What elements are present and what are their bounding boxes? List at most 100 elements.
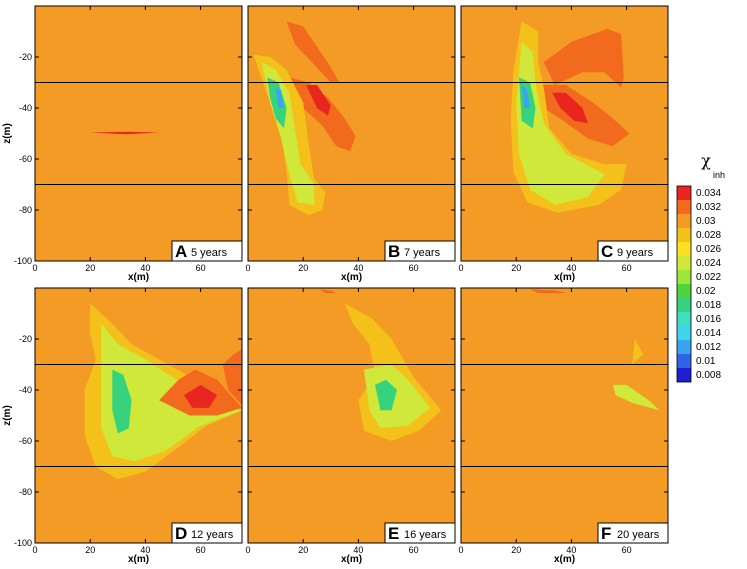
contour-region bbox=[632, 339, 644, 365]
colorbar-tick-label: 0.032 bbox=[696, 202, 721, 213]
colorbar-tick-label: 0.03 bbox=[696, 216, 716, 227]
contour-region bbox=[90, 131, 160, 135]
y-tick-label: -60 bbox=[19, 154, 32, 164]
colorbar-swatch bbox=[677, 256, 691, 270]
panel-letter: C bbox=[601, 242, 613, 261]
colorbar-swatch bbox=[677, 298, 691, 312]
contour-region bbox=[612, 384, 660, 411]
panel-label-box bbox=[597, 522, 669, 544]
panel-frame bbox=[460, 287, 669, 544]
colorbar-swatch bbox=[677, 186, 691, 200]
x-tick-label: 60 bbox=[622, 263, 632, 273]
contour-region bbox=[112, 369, 132, 434]
colorbar-tick-label: 0.008 bbox=[696, 370, 721, 381]
x-tick-label: 0 bbox=[32, 263, 37, 273]
x-axis-label: x(m) bbox=[341, 554, 362, 565]
colorbar-swatch bbox=[677, 284, 691, 298]
contour-region bbox=[306, 85, 331, 116]
y-tick-label: -20 bbox=[19, 52, 32, 62]
colorbar-swatch bbox=[677, 228, 691, 242]
y-axis-label: z(m) bbox=[2, 123, 13, 144]
contour-region bbox=[319, 289, 337, 294]
y-tick-label: -40 bbox=[19, 103, 32, 113]
contour-fields bbox=[84, 303, 242, 480]
panel-c: 0 20 40 60 x(m) C 9 years bbox=[458, 5, 669, 283]
y-axis-label: z(m) bbox=[2, 405, 13, 426]
colorbar-swatch bbox=[677, 368, 691, 382]
panel-letter: E bbox=[388, 524, 399, 543]
panel-time-label: 20 years bbox=[617, 529, 660, 541]
contour-region bbox=[516, 41, 605, 205]
panel-time-label: 12 years bbox=[191, 529, 234, 541]
x-tick-label: 0 bbox=[245, 263, 250, 273]
colorbar-title: χ bbox=[701, 151, 711, 170]
contour-fields bbox=[319, 289, 442, 441]
colorbar-frame bbox=[676, 185, 692, 383]
panel-label-box bbox=[171, 240, 243, 262]
panel-time-label: 9 years bbox=[617, 247, 654, 259]
colorbar-swatch bbox=[677, 340, 691, 354]
contour-region bbox=[363, 364, 431, 429]
y-tick-label: -100 bbox=[14, 256, 32, 266]
colorbar-tick-label: 0.034 bbox=[696, 188, 721, 199]
contour-region bbox=[521, 85, 530, 108]
panel-label-box bbox=[384, 522, 456, 544]
contour-region bbox=[275, 87, 284, 108]
x-tick-label: 60 bbox=[196, 545, 206, 555]
x-axis-label: x(m) bbox=[341, 272, 362, 283]
panel-label-box bbox=[384, 240, 456, 262]
panel-label-box bbox=[171, 522, 243, 544]
panel-background bbox=[461, 6, 668, 261]
panels-layer: 0 20 40 60x(m)-100-80-60-40-20z(m)A 5 years0… bbox=[2, 5, 669, 565]
contour-region bbox=[552, 92, 588, 124]
y-tick-label: -40 bbox=[19, 385, 32, 395]
contour-region bbox=[543, 28, 624, 88]
y-tick-label: -100 bbox=[14, 538, 32, 548]
panel-letter: D bbox=[175, 524, 187, 543]
colorbar-tick-label: 0.014 bbox=[696, 328, 721, 339]
panel-letter: F bbox=[601, 524, 611, 543]
x-tick-label: 0 bbox=[458, 263, 463, 273]
colorbar-tick-label: 0.024 bbox=[696, 258, 721, 269]
x-tick-label: 20 bbox=[85, 545, 95, 555]
panel-frame bbox=[34, 5, 243, 262]
panel-background bbox=[461, 288, 668, 543]
colorbar-tick-label: 0.026 bbox=[696, 244, 721, 255]
x-axis-label: x(m) bbox=[128, 554, 149, 565]
panel-e: 0 20 40 60 x(m) E 16 years bbox=[245, 287, 456, 565]
x-tick-label: 40 bbox=[353, 263, 363, 273]
colorbar-tick-label: 0.016 bbox=[696, 314, 721, 325]
x-tick-label: 40 bbox=[566, 545, 576, 555]
y-tick-label: -80 bbox=[19, 487, 32, 497]
colorbar-tick-label: 0.01 bbox=[696, 356, 716, 367]
contour-region bbox=[375, 379, 397, 411]
contour-region bbox=[222, 349, 242, 406]
colorbar-swatch bbox=[677, 326, 691, 340]
colorbar-swatch bbox=[677, 312, 691, 326]
colorbar-swatch bbox=[677, 214, 691, 228]
contour-region bbox=[530, 289, 566, 294]
panel-letter: A bbox=[175, 242, 187, 261]
x-tick-label: 20 bbox=[298, 263, 308, 273]
panel-d: 0 20 40 60 x(m) -100 -80 -60 -40 -20 z(m) D 12 years bbox=[2, 287, 243, 565]
contour-fields bbox=[90, 131, 160, 135]
contour-fields bbox=[510, 21, 630, 213]
colorbar-swatch bbox=[677, 200, 691, 214]
panel-a: 0 20 40 60 x(m) -100 -80 -60 -40 -20 z(m) A 5 years bbox=[2, 5, 243, 283]
colorbar-swatch bbox=[677, 270, 691, 284]
colorbar-tick-label: 0.018 bbox=[696, 300, 721, 311]
x-tick-label: 40 bbox=[140, 545, 150, 555]
colorbar-tick-label: 0.028 bbox=[696, 230, 721, 241]
y-tick-label: -20 bbox=[19, 334, 32, 344]
contour-region bbox=[267, 77, 287, 129]
panel-f: 0 20 40 60 x(m) F 20 years bbox=[458, 287, 669, 565]
colorbar-tick-label: 0.022 bbox=[696, 272, 721, 283]
y-tick-label: -60 bbox=[19, 436, 32, 446]
panel-b: 0 20 40 60 x(m) B 7 years bbox=[245, 5, 456, 283]
x-tick-label: 20 bbox=[85, 263, 95, 273]
contour-region bbox=[286, 21, 340, 83]
colorbar-title-subscript: inh bbox=[713, 170, 725, 180]
panel-frame bbox=[247, 5, 456, 262]
